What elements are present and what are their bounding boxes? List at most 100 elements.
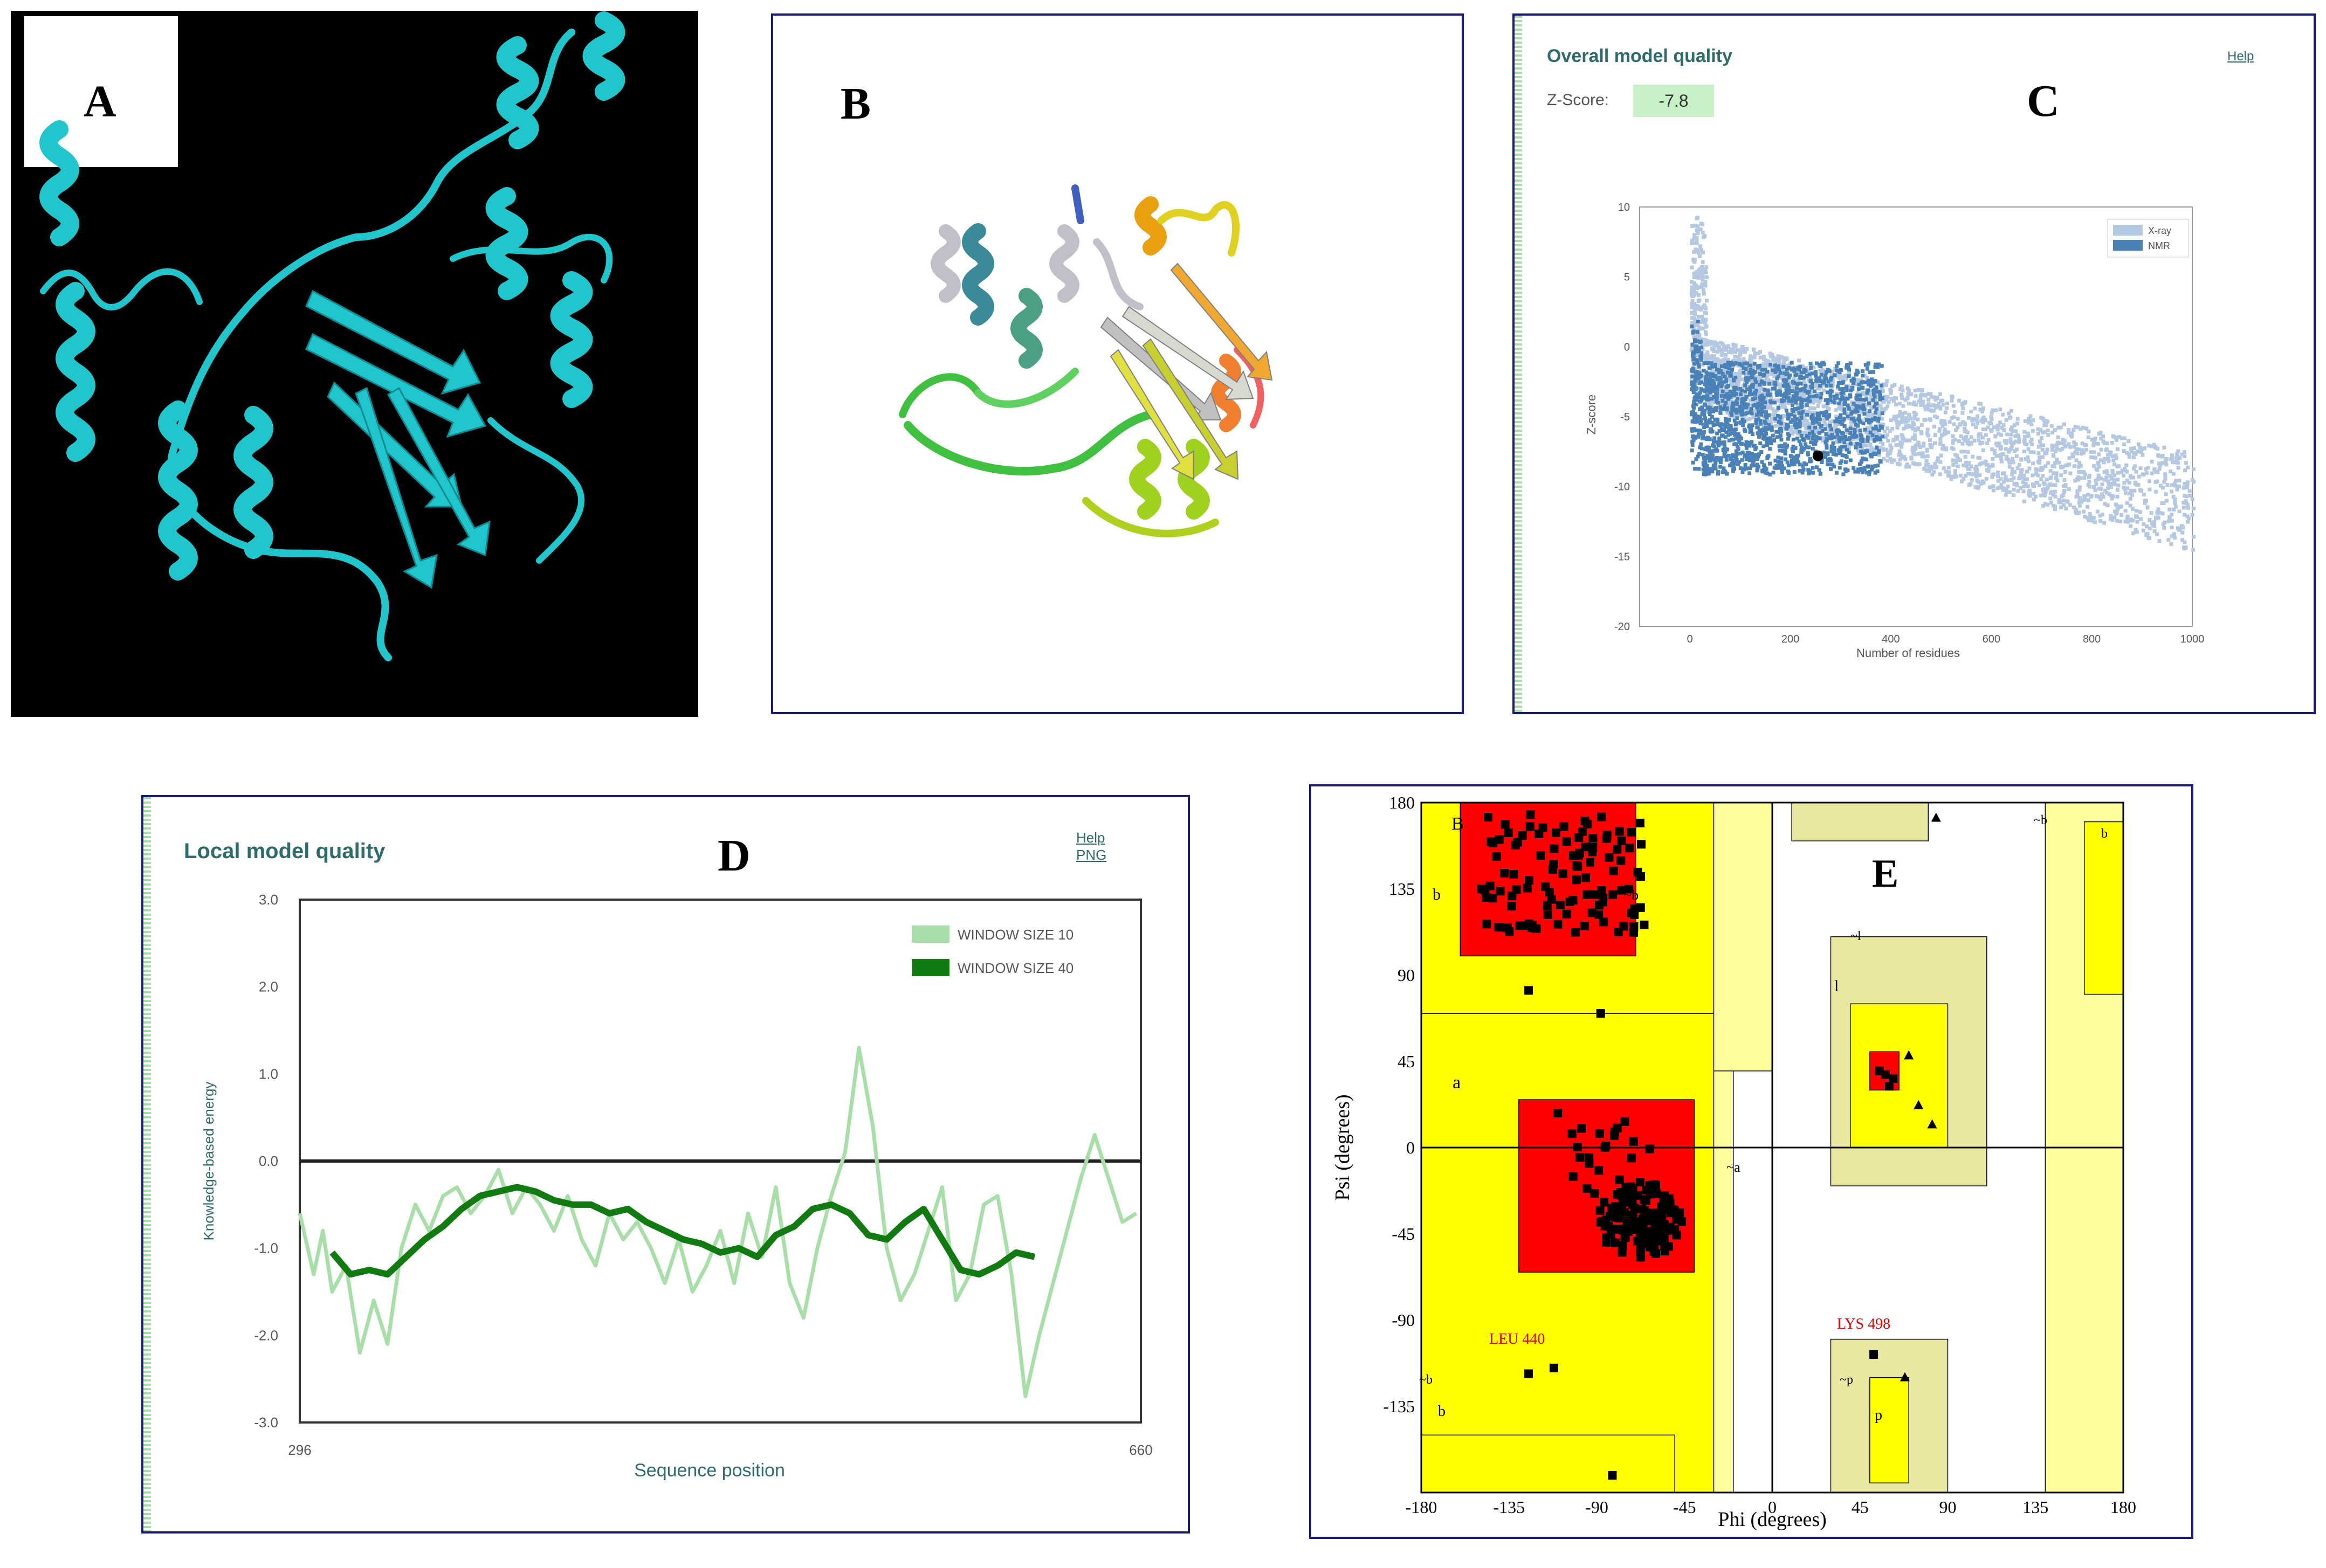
nmr-point (1838, 416, 1842, 420)
xray-point (1986, 438, 1991, 442)
xray-point (1735, 405, 1739, 409)
panel-c-help-link[interactable]: Help (2227, 49, 2254, 64)
nmr-point (1718, 405, 1723, 409)
nmr-point (1752, 362, 1757, 366)
xray-point (2066, 431, 2070, 435)
nmr-point (1828, 398, 1833, 402)
xray-point (1718, 372, 1723, 377)
nmr-point (1708, 449, 1712, 453)
xray-point (1816, 419, 1821, 424)
xray-point (2093, 488, 2097, 493)
legend-window40-swatch (912, 959, 949, 976)
xray-point (2053, 483, 2057, 487)
xray-point (2043, 430, 2047, 434)
xray-point (2109, 494, 2114, 498)
nmr-point (1747, 371, 1751, 375)
nmr-point (1727, 428, 1731, 432)
nmr-point (1776, 374, 1780, 378)
xray-point (1833, 423, 1838, 427)
xray-point (1757, 386, 1761, 391)
nmr-point (1807, 372, 1812, 377)
xray-point (2061, 499, 2066, 503)
xray-point (2145, 505, 2150, 509)
nmr-point (1691, 350, 1696, 354)
xray-point (2114, 456, 2118, 460)
xray-point (1737, 375, 1742, 379)
xray-point (2176, 449, 2180, 453)
xray-point (1929, 408, 1933, 412)
xray-point (2097, 495, 2101, 499)
residue-point-beta (1556, 900, 1565, 909)
xray-point (1701, 288, 1705, 292)
xray-point (1941, 403, 1945, 407)
residue-point-alpha (1641, 1196, 1650, 1205)
nmr-point (1747, 423, 1752, 427)
xray-point (2124, 491, 2128, 495)
ramachandran-xtick: -135 (1493, 1497, 1525, 1517)
residue-point-beta (1617, 886, 1626, 895)
xray-point (1738, 353, 1743, 357)
nmr-point (1774, 430, 1779, 434)
residue-point-alpha (1613, 1213, 1622, 1222)
xray-point (2041, 474, 2045, 478)
xray-point (1875, 394, 1879, 398)
xray-point (1984, 459, 1988, 464)
xray-point (2170, 483, 2174, 487)
xray-point (1733, 355, 1737, 359)
xray-point (1961, 406, 1965, 411)
xray-point (1917, 399, 1921, 404)
nmr-point (1784, 409, 1788, 413)
nmr-point (1764, 410, 1768, 415)
xray-point (1851, 383, 1855, 388)
xray-point (1914, 403, 1918, 407)
xray-point (1723, 397, 1728, 402)
residue-point-beta (1594, 901, 1604, 910)
region-label-a: a (1453, 1073, 1461, 1093)
xray-point (1805, 371, 1809, 376)
nmr-point (1762, 388, 1766, 392)
xray-point (1712, 360, 1717, 364)
nmr-point (1710, 429, 1715, 433)
xray-point (1696, 351, 1700, 356)
xray-point (2017, 476, 2021, 480)
xray-point (2122, 473, 2126, 478)
nmr-point (1804, 384, 1808, 388)
nmr-point (1791, 403, 1795, 407)
residue-point-beta (1518, 831, 1527, 840)
panel-d-png-link[interactable]: PNG (1076, 847, 1107, 863)
xray-point (2059, 465, 2063, 469)
nmr-point (1708, 418, 1712, 423)
residue-point-beta (1558, 869, 1567, 878)
nmr-point (1769, 400, 1773, 405)
residue-point-alpha (1582, 1184, 1592, 1193)
xray-point (1898, 458, 1902, 462)
nmr-point (1842, 424, 1847, 428)
nmr-point (1834, 364, 1839, 368)
xray-point (1963, 438, 1967, 443)
xray-point (1951, 447, 1956, 451)
xray-point (1830, 379, 1835, 384)
nmr-point (1813, 425, 1818, 430)
xray-point (1696, 315, 1701, 319)
residue-point-beta (1637, 840, 1646, 849)
xray-point (2022, 473, 2026, 478)
nmr-point (1781, 365, 1786, 369)
xray-point (1869, 446, 1874, 450)
xray-point (1703, 337, 1707, 342)
xray-point (2128, 503, 2132, 508)
nmr-point (1740, 388, 1744, 392)
local-quality-ytick: -2.0 (254, 1327, 278, 1343)
panel-d-help-link[interactable]: Help (1076, 830, 1105, 846)
xray-point (2026, 484, 2030, 488)
xray-point (2076, 465, 2081, 469)
xray-point (2122, 442, 2127, 446)
nmr-point (1694, 420, 1698, 424)
nmr-point (1845, 447, 1849, 452)
xray-point (1703, 343, 1708, 347)
xray-point (1822, 388, 1826, 392)
xray-point (2084, 443, 2088, 447)
xray-point (1896, 461, 1900, 466)
nmr-point (1783, 391, 1787, 396)
xray-point (1765, 363, 1770, 368)
xray-point (1904, 416, 1909, 420)
